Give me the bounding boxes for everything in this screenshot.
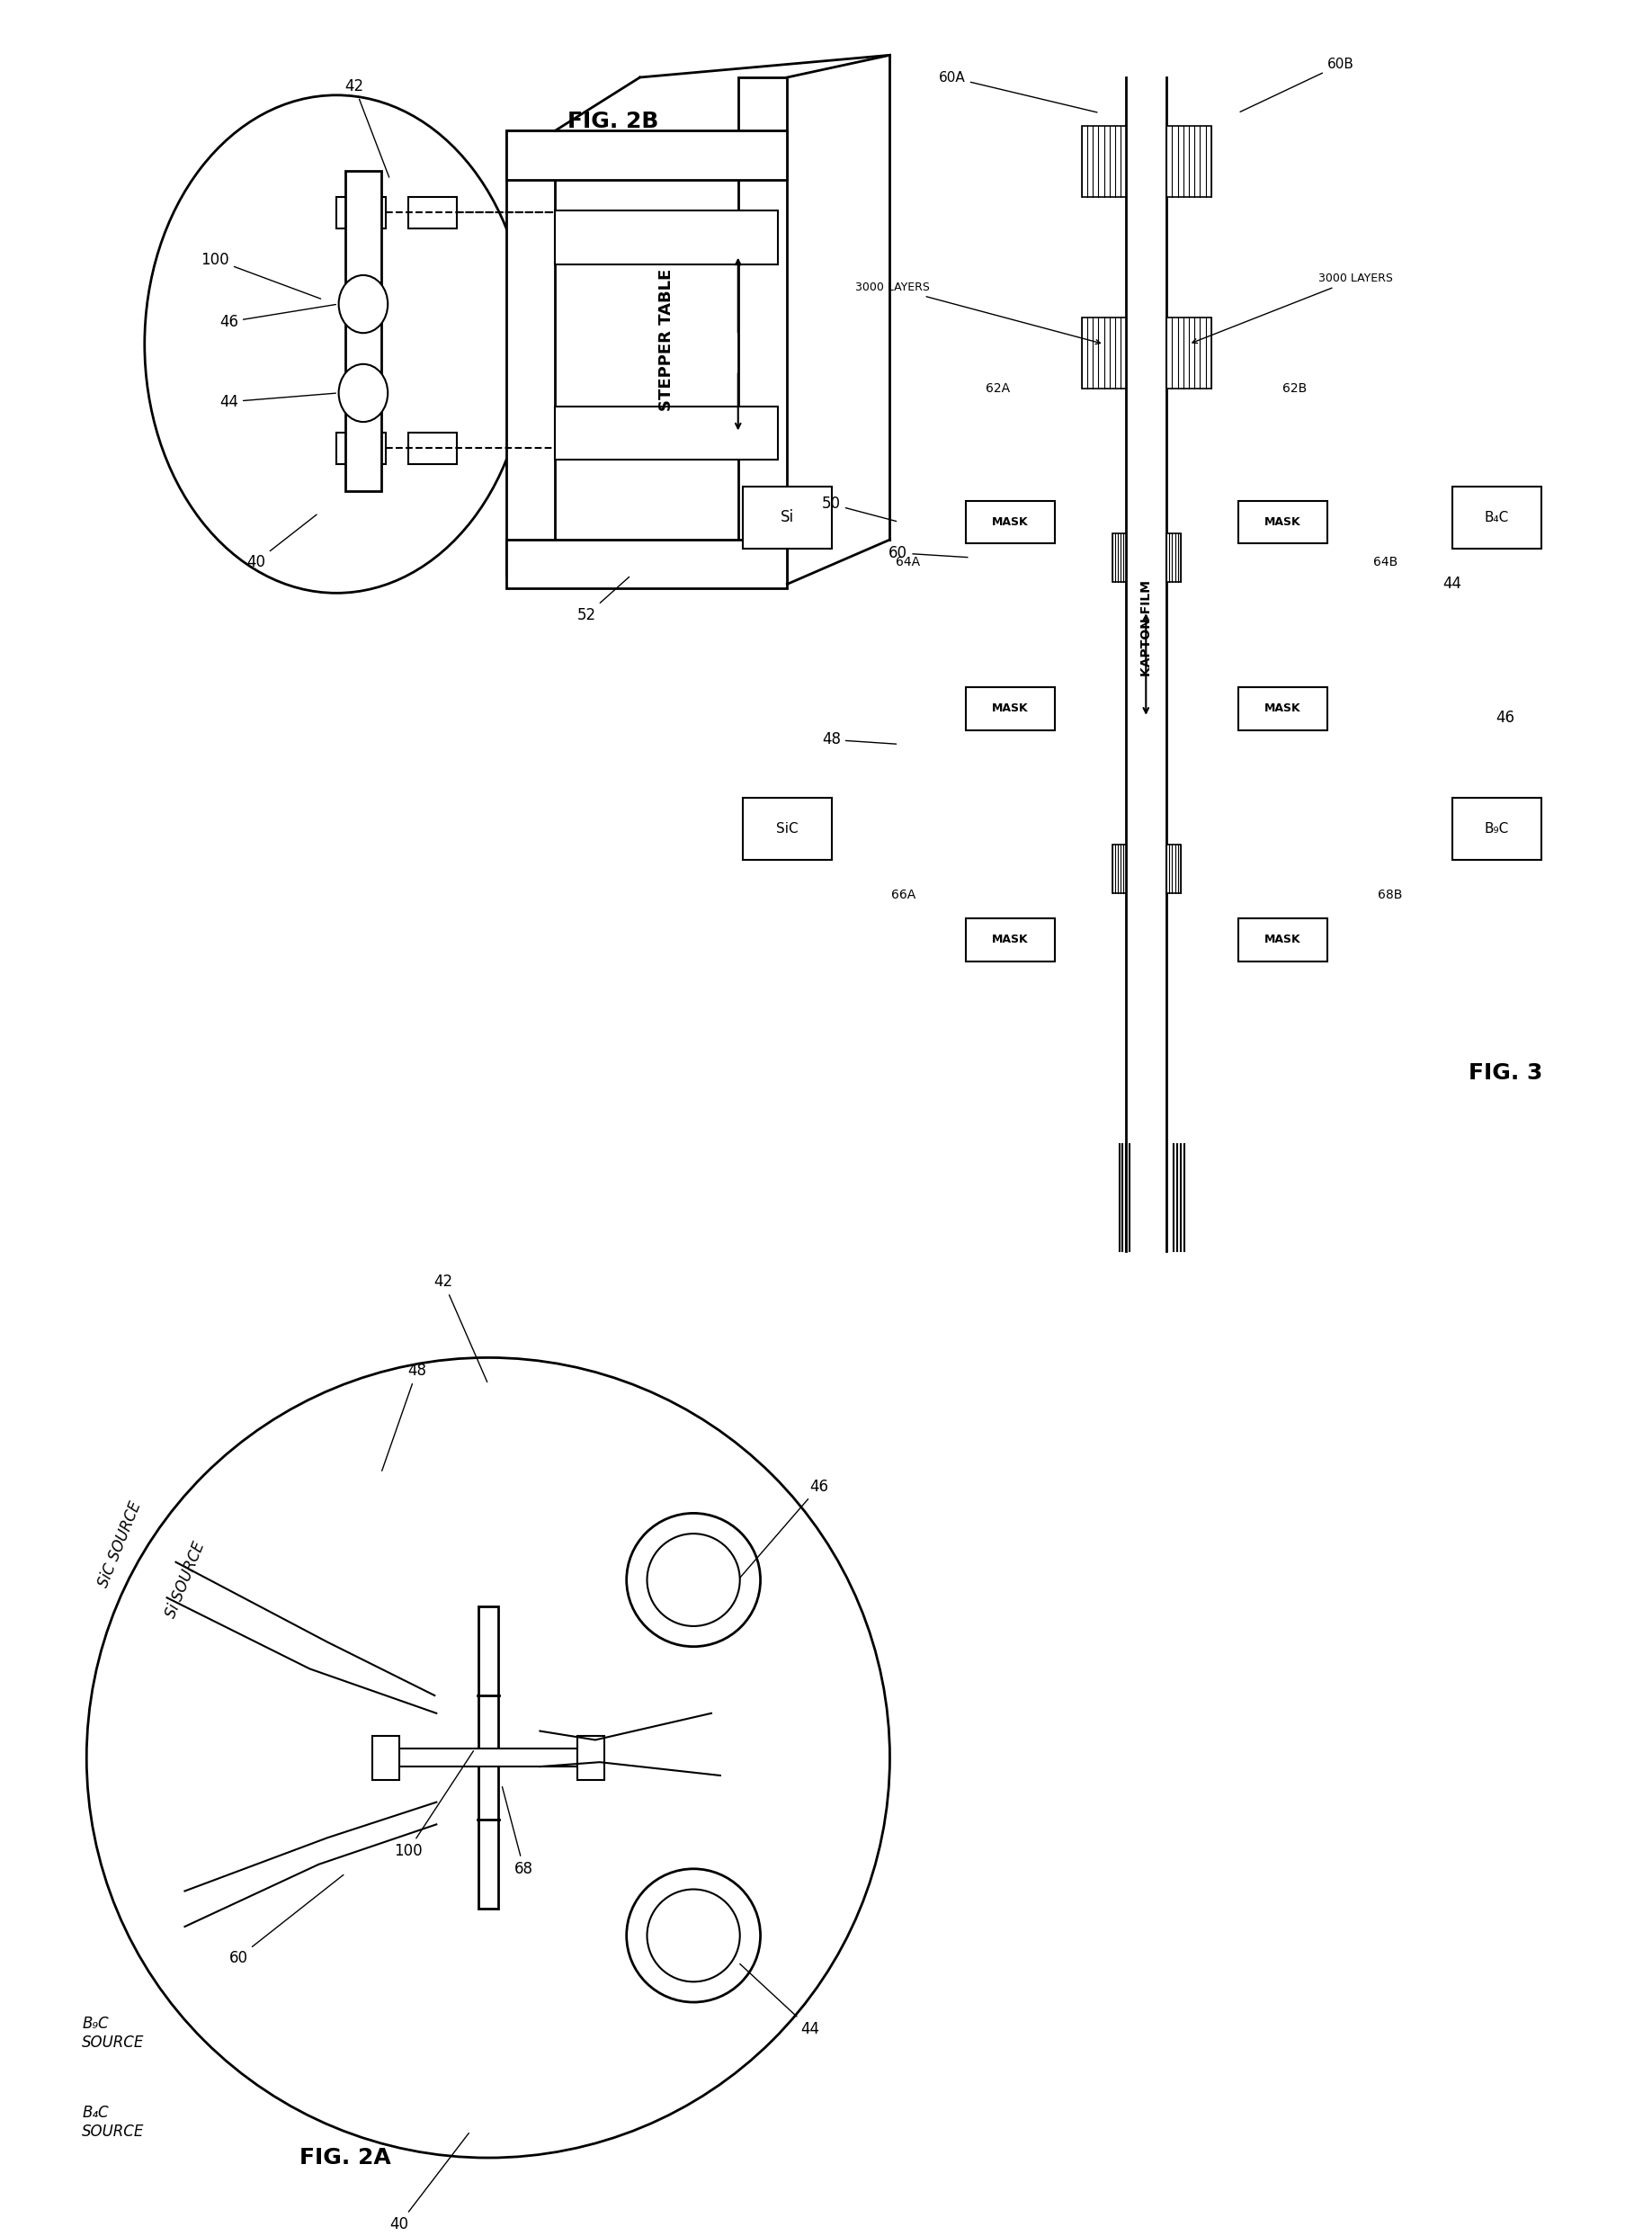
Bar — [1166, 318, 1211, 389]
Bar — [966, 501, 1056, 543]
Text: 52: 52 — [577, 577, 629, 624]
Bar — [555, 407, 778, 461]
Bar — [1452, 487, 1541, 548]
Bar — [408, 197, 458, 228]
Bar — [1082, 125, 1127, 197]
Bar — [1166, 845, 1181, 892]
Text: 60A: 60A — [938, 72, 1097, 112]
Text: STEPPER TABLE: STEPPER TABLE — [659, 268, 674, 411]
Text: 48: 48 — [382, 1362, 426, 1471]
Text: 68B: 68B — [1378, 890, 1403, 901]
Bar — [1112, 845, 1127, 892]
Text: 50: 50 — [821, 496, 897, 521]
Text: FIG. 2B: FIG. 2B — [568, 112, 659, 132]
Text: 100: 100 — [393, 1751, 474, 1858]
Text: 46: 46 — [740, 1478, 828, 1579]
Text: MASK: MASK — [993, 702, 1029, 716]
Text: 42: 42 — [345, 78, 390, 177]
Bar — [1452, 798, 1541, 861]
Text: 42: 42 — [434, 1275, 487, 1382]
Text: 44: 44 — [740, 1963, 819, 2037]
Text: B₄C
SOURCE: B₄C SOURCE — [83, 2104, 144, 2140]
Text: 68: 68 — [502, 1787, 534, 1876]
Bar — [506, 130, 786, 179]
Text: 60: 60 — [230, 1874, 344, 1965]
Bar — [337, 434, 385, 465]
Text: FIG. 2A: FIG. 2A — [299, 2147, 392, 2169]
Bar — [966, 686, 1056, 729]
Text: 3000 LAYERS: 3000 LAYERS — [856, 282, 1100, 344]
Bar — [372, 1735, 398, 1780]
Text: 40: 40 — [246, 514, 317, 570]
Text: 48: 48 — [821, 731, 897, 747]
Text: 60B: 60B — [1241, 58, 1355, 112]
Text: SiC: SiC — [776, 823, 798, 836]
Bar — [578, 1735, 605, 1780]
Text: B₉C: B₉C — [1485, 823, 1508, 836]
Text: MASK: MASK — [1264, 517, 1300, 528]
Bar — [1166, 125, 1211, 197]
Text: 46: 46 — [220, 304, 335, 331]
Text: FIG. 3: FIG. 3 — [1469, 1062, 1543, 1084]
Text: 100: 100 — [202, 250, 320, 300]
Text: MASK: MASK — [993, 935, 1029, 946]
Bar — [966, 919, 1056, 961]
Bar — [1082, 318, 1127, 389]
Bar — [742, 798, 833, 861]
Text: 44: 44 — [1442, 577, 1462, 593]
Bar — [398, 1749, 578, 1766]
Ellipse shape — [339, 364, 388, 423]
Text: 46: 46 — [1497, 709, 1515, 727]
Text: KAPTON FILM: KAPTON FILM — [1140, 581, 1153, 678]
Bar — [506, 539, 786, 588]
Bar — [345, 170, 382, 490]
Text: MASK: MASK — [1264, 702, 1300, 716]
Bar — [742, 487, 833, 548]
Bar — [1112, 532, 1127, 581]
Bar — [506, 130, 555, 575]
Text: 62A: 62A — [986, 382, 1011, 396]
Text: MASK: MASK — [1264, 935, 1300, 946]
Text: 66A: 66A — [890, 890, 915, 901]
Text: 40: 40 — [390, 2133, 469, 2232]
Text: Si: Si — [780, 510, 795, 525]
Bar — [1237, 501, 1327, 543]
Bar — [738, 78, 786, 584]
Text: 64A: 64A — [895, 555, 920, 568]
Text: 44: 44 — [220, 394, 335, 409]
Text: 60: 60 — [889, 546, 968, 561]
Text: MASK: MASK — [993, 517, 1029, 528]
Bar — [408, 434, 458, 465]
Text: Si SOURCE: Si SOURCE — [162, 1538, 208, 1621]
Text: B₄C: B₄C — [1485, 510, 1508, 523]
Bar — [555, 210, 778, 264]
Text: 64B: 64B — [1373, 555, 1398, 568]
Text: B₉C
SOURCE: B₉C SOURCE — [83, 2017, 144, 2050]
Ellipse shape — [339, 275, 388, 333]
Text: SiC SOURCE: SiC SOURCE — [96, 1498, 145, 1590]
Bar — [1237, 686, 1327, 729]
Bar — [1166, 532, 1181, 581]
Bar — [337, 197, 385, 228]
Text: 62B: 62B — [1282, 382, 1307, 396]
Text: 3000 LAYERS: 3000 LAYERS — [1193, 273, 1393, 342]
Bar — [479, 1605, 497, 1910]
Bar — [1237, 919, 1327, 961]
